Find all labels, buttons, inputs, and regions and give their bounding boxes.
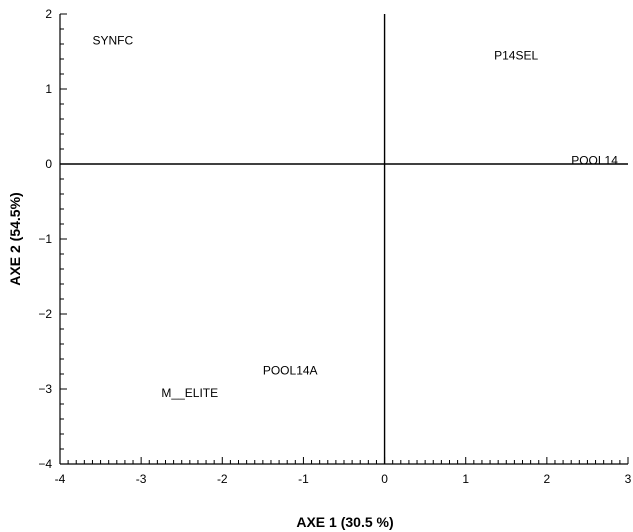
axes: -4 -3 -2 -1 0 1 2 3 2 1 0 −1 −2 −3 −4 xyxy=(38,7,631,486)
point-label-pool14: POOL14 xyxy=(571,153,618,167)
point-labels: SYNFC P14SEL POOL14 POOL14A M__ELITE xyxy=(92,33,618,400)
x-tick-label: 3 xyxy=(625,472,632,486)
x-axis-title: AXE 1 (30.5 %) xyxy=(296,514,393,530)
y-tick-label: −2 xyxy=(38,307,52,321)
x-tick-label: 2 xyxy=(544,472,551,486)
y-tick-label: −4 xyxy=(38,457,52,471)
point-label-synfc: SYNFC xyxy=(92,33,133,47)
y-tick-label: −1 xyxy=(38,232,52,246)
x-tick-label: 0 xyxy=(381,472,388,486)
y-axis-title: AXE 2 (54.5%) xyxy=(7,192,23,285)
x-tick-label: 1 xyxy=(462,472,469,486)
x-tick-label: -3 xyxy=(136,472,147,486)
x-tick-label: -1 xyxy=(298,472,309,486)
y-tick-label: 0 xyxy=(45,157,52,171)
y-tick-label: −3 xyxy=(38,382,52,396)
point-label-pool14a: POOL14A xyxy=(263,363,318,377)
point-label-p14sel: P14SEL xyxy=(494,48,538,62)
point-label-m-elite: M__ELITE xyxy=(161,386,218,400)
y-tick-label: 2 xyxy=(45,7,52,21)
x-tick-label: -4 xyxy=(55,472,66,486)
y-tick-label: 1 xyxy=(45,82,52,96)
x-tick-label: -2 xyxy=(217,472,228,486)
